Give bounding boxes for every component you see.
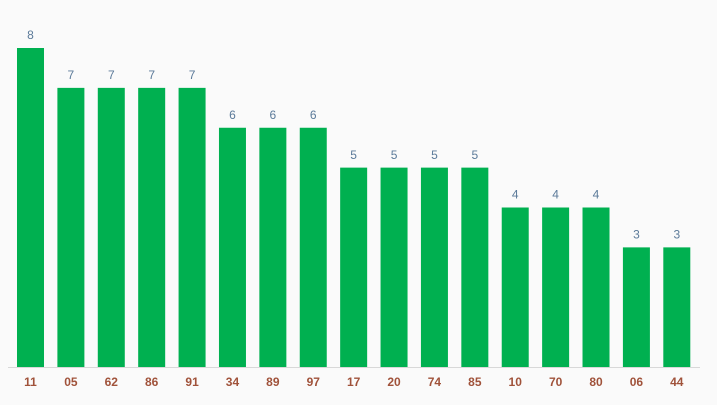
x-tick-label: 86 [145, 375, 159, 389]
value-label: 7 [189, 68, 196, 82]
x-tick-label: 62 [105, 375, 119, 389]
value-label: 7 [108, 68, 115, 82]
value-label: 5 [350, 148, 357, 162]
bar [663, 247, 691, 367]
value-label: 4 [552, 188, 559, 202]
value-label: 4 [593, 188, 600, 202]
value-label: 3 [633, 228, 640, 242]
bar [178, 87, 206, 367]
bar [97, 87, 125, 367]
value-label: 5 [431, 148, 438, 162]
x-tick-label: 06 [630, 375, 644, 389]
value-label: 7 [68, 68, 75, 82]
x-tick-label: 85 [468, 375, 482, 389]
bar [16, 48, 44, 367]
value-label: 4 [512, 188, 519, 202]
x-tick-label: 34 [226, 375, 240, 389]
bar [138, 87, 166, 367]
x-tick-label: 17 [347, 375, 361, 389]
x-tick-label: 74 [428, 375, 442, 389]
x-tick-label: 70 [549, 375, 563, 389]
bar [420, 167, 448, 367]
bar [501, 207, 529, 367]
x-tick-label: 97 [307, 375, 321, 389]
value-label: 7 [148, 68, 155, 82]
x-tick-label: 20 [387, 375, 401, 389]
bar [218, 127, 246, 367]
x-tick-label: 89 [266, 375, 280, 389]
value-label: 6 [229, 108, 236, 122]
x-tick-label: 44 [670, 375, 684, 389]
bar [582, 207, 610, 367]
x-tick-label: 05 [64, 375, 78, 389]
value-label: 6 [270, 108, 277, 122]
x-tick-label: 11 [24, 375, 37, 389]
bar [461, 167, 489, 367]
value-label: 6 [310, 108, 317, 122]
bar [340, 167, 368, 367]
x-tick-label: 10 [509, 375, 523, 389]
bar [542, 207, 570, 367]
value-label: 5 [471, 148, 478, 162]
bar [299, 127, 327, 367]
bar [259, 127, 287, 367]
x-tick-label: 91 [185, 375, 199, 389]
bar [380, 167, 408, 367]
bar [622, 247, 650, 367]
bar [57, 87, 85, 367]
x-tick-label: 80 [589, 375, 603, 389]
value-label: 8 [27, 28, 34, 42]
value-label: 5 [391, 148, 398, 162]
value-label: 3 [673, 228, 680, 242]
